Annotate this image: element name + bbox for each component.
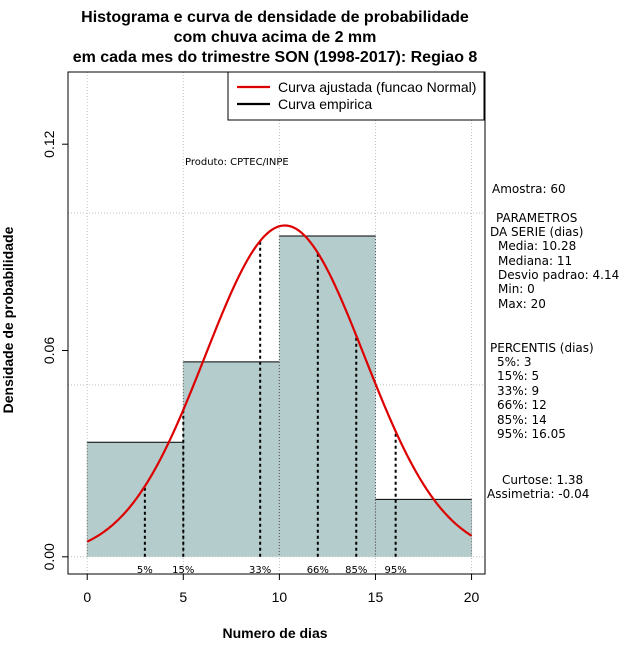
legend-box [227,71,485,121]
stat-percentis-title: PERCENTIS (dias) [490,341,594,355]
stat-parametros-subtitle: DA SERIE (dias) [490,225,583,239]
stat-parametros-title: PARAMETROS [496,211,577,225]
chart-title-line-2: com chuva acima de 2 mm [174,29,377,46]
percentile-labels: 5% 15% 33% 66% 85% 95% [137,565,407,576]
x-tick-label-4: 20 [464,589,480,605]
stat-p5: 5%: 3 [497,355,532,369]
x-axis-label: Numero de dias [222,625,327,641]
histogram-bar-3 [375,499,472,557]
stat-p95: 95%: 16.05 [497,427,566,441]
x-tick-label-3: 15 [368,589,384,605]
x-tick-label-2: 10 [272,589,288,605]
stat-desvio: Desvio padrao: 4.14 [498,268,619,282]
x-tick-label-0: 0 [83,589,91,605]
histogram-bar-2 [279,236,376,557]
stat-p85: 85%: 14 [497,413,547,427]
percentile-label-5: 95% [385,565,407,576]
percentile-label-0: 5% [137,565,153,576]
stat-assimetria: Assimetria: -0.04 [487,487,589,501]
stat-p15: 15%: 5 [497,369,539,383]
legend-empirical-label: Curva empirica [278,96,372,112]
y-tick-label-0: 0.00 [41,543,57,570]
y-axis-label: Densidade de probabilidade [0,226,16,413]
x-tick-label-1: 5 [179,589,187,605]
stat-mediana: Mediana: 11 [498,254,572,268]
chart-title-line-1: Histograma e curva de densidade de proba… [81,9,469,26]
percentile-label-2: 33% [249,565,271,576]
fitted-normal-curve [86,224,473,543]
stat-amostra: Amostra: 60 [492,182,566,196]
chart-title-line-3: em cada mes do trimestre SON (1998-2017)… [73,49,478,66]
x-axis: 0 5 10 15 20 [83,573,480,605]
stat-max: Max: 20 [498,297,546,311]
y-axis: 0.00 0.06 0.12 [41,130,69,570]
percentile-lines [143,240,397,557]
percentile-label-4: 85% [345,565,367,576]
stat-media: Media: 10.28 [498,239,576,253]
percentile-label-1: 15% [172,565,194,576]
y-tick-label-2: 0.12 [41,130,57,157]
stat-p33: 33%: 9 [497,384,539,398]
produto-annotation: Produto: CPTEC/INPE [185,157,289,168]
stat-p66: 66%: 12 [497,398,547,412]
legend: Curva ajustada (funcao Normal) Curva emp… [227,71,485,121]
stat-min: Min: 0 [498,282,535,296]
histogram-bars [86,235,473,557]
y-tick-label-1: 0.06 [41,337,57,364]
legend-fitted-label: Curva ajustada (funcao Normal) [278,79,476,95]
stat-curtose: Curtose: 1.38 [502,473,583,487]
histogram-bar-1 [183,361,280,557]
statistics-panel: Amostra: 60 PARAMETROS DA SERIE (dias) M… [487,182,619,501]
percentile-label-3: 66% [307,565,329,576]
